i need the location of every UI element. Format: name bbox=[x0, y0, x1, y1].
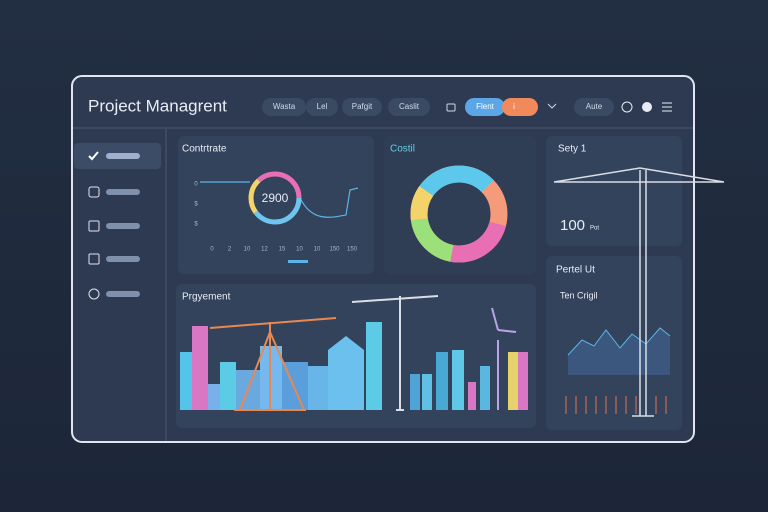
gauge-value: 2900 bbox=[262, 191, 289, 205]
donut bbox=[410, 165, 508, 263]
building bbox=[220, 362, 236, 410]
card bbox=[178, 136, 374, 274]
icon[interactable] bbox=[642, 102, 652, 112]
action-pill[interactable] bbox=[465, 98, 505, 116]
card-title: Sety 1 bbox=[558, 144, 587, 155]
card-subtitle: Ten Crigil bbox=[560, 290, 598, 300]
app-title: Project Managrent bbox=[88, 96, 227, 115]
building bbox=[192, 326, 208, 410]
x-label: 15 bbox=[279, 247, 286, 253]
action-pill[interactable] bbox=[502, 98, 538, 116]
sidebar-icon[interactable] bbox=[88, 151, 99, 161]
y-label: $ bbox=[194, 222, 198, 228]
sidebar-icon[interactable] bbox=[88, 288, 100, 300]
building bbox=[366, 322, 382, 410]
sidebar-icon[interactable] bbox=[88, 220, 100, 232]
x-label: 150 bbox=[347, 247, 358, 253]
building bbox=[328, 336, 364, 410]
donut-ring bbox=[410, 165, 508, 263]
building bbox=[508, 352, 518, 410]
card bbox=[546, 136, 682, 246]
x-label: 10 bbox=[314, 247, 321, 253]
building bbox=[180, 352, 192, 410]
crane bbox=[351, 295, 439, 411]
y-label: 0 bbox=[194, 182, 198, 188]
y-label: $ bbox=[194, 202, 198, 208]
building bbox=[468, 382, 476, 410]
nav-label[interactable]: Caslit bbox=[399, 102, 420, 111]
area-chart bbox=[568, 328, 670, 375]
line-chart bbox=[567, 327, 671, 356]
building bbox=[410, 374, 420, 410]
kpi-value: 100 bbox=[560, 217, 585, 234]
action-pill[interactable] bbox=[574, 98, 614, 116]
sidebar-item[interactable] bbox=[106, 291, 140, 297]
x-label: 0 bbox=[210, 247, 214, 253]
sidebar-item[interactable] bbox=[106, 256, 140, 262]
sidebar-item[interactable] bbox=[106, 153, 140, 159]
cranes bbox=[209, 167, 725, 417]
nav-label[interactable]: Wasta bbox=[273, 102, 296, 111]
sidebar-item[interactable] bbox=[106, 223, 140, 229]
building bbox=[480, 366, 490, 410]
x-label: 150 bbox=[329, 247, 340, 253]
sidebar-item[interactable] bbox=[106, 189, 140, 195]
sidebar bbox=[74, 143, 161, 300]
line-chart bbox=[200, 181, 359, 218]
x-label: 10 bbox=[296, 247, 303, 253]
x-label: 12 bbox=[261, 247, 268, 253]
gauge bbox=[248, 171, 302, 225]
gauge bbox=[248, 171, 302, 225]
menu-icon[interactable] bbox=[662, 102, 672, 112]
skyline bbox=[180, 322, 528, 410]
nav-pill[interactable] bbox=[306, 98, 338, 116]
nav: Wasta Lel Pafgit Caslit Flent i Aute bbox=[262, 98, 672, 116]
card-title: Pertel Ut bbox=[556, 265, 595, 276]
building bbox=[436, 352, 448, 410]
nav-pill[interactable] bbox=[342, 98, 382, 116]
scroll-indicator bbox=[288, 260, 308, 263]
wind-turbine bbox=[491, 307, 517, 410]
donut-ring bbox=[410, 165, 508, 263]
card-title: Costil bbox=[390, 144, 415, 155]
building bbox=[422, 374, 432, 410]
building bbox=[308, 366, 328, 410]
action-label[interactable]: i bbox=[513, 102, 515, 111]
donut-ring bbox=[410, 165, 508, 263]
icon[interactable] bbox=[621, 101, 633, 113]
card-title: Prgyement bbox=[182, 292, 231, 303]
action-label[interactable]: Aute bbox=[586, 102, 603, 111]
crane bbox=[553, 167, 725, 417]
crane bbox=[209, 317, 337, 411]
kpi-unit: Pot bbox=[590, 226, 599, 232]
sidebar-icon[interactable] bbox=[88, 186, 100, 198]
nav-pill[interactable] bbox=[388, 98, 430, 116]
card-title: Contrtrate bbox=[182, 144, 227, 155]
building bbox=[452, 350, 464, 410]
sidebar-icon[interactable] bbox=[88, 253, 100, 265]
action-label[interactable]: Flent bbox=[476, 102, 495, 111]
building bbox=[208, 384, 220, 410]
nav-label[interactable]: Lel bbox=[317, 102, 328, 111]
chevron[interactable] bbox=[547, 103, 557, 109]
x-labels: 0 2 10 12 15 10 10 150 150 bbox=[210, 247, 357, 253]
y-labels: 0 $ $ bbox=[194, 182, 198, 228]
nav-pill[interactable] bbox=[262, 98, 306, 116]
x-label: 2 bbox=[228, 247, 232, 253]
building bbox=[518, 352, 528, 410]
x-label: 10 bbox=[244, 247, 251, 253]
nav-label[interactable]: Pafgit bbox=[352, 102, 373, 111]
lock-icon[interactable] bbox=[446, 103, 456, 112]
